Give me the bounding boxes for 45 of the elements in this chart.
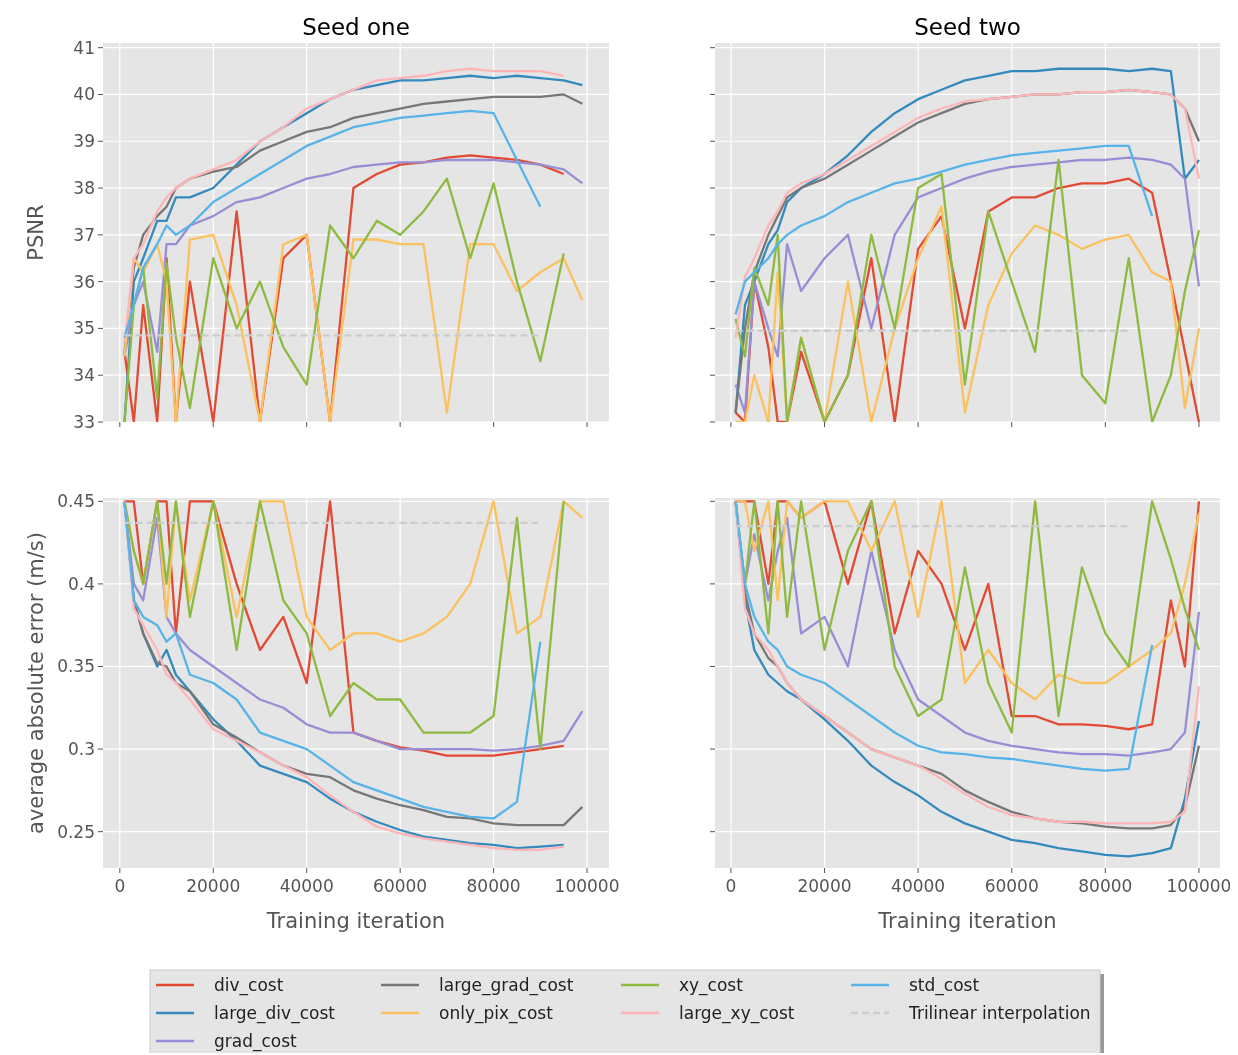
x-axis-title: Training iteration — [877, 909, 1057, 933]
legend-label: large_xy_cost — [679, 1003, 795, 1024]
y-tick-label: 35 — [73, 318, 95, 339]
line-series — [123, 233, 584, 422]
y-axis-title: average absolute error (m/s) — [24, 532, 48, 834]
y-tick-label: 34 — [73, 365, 95, 386]
y-tick-label: 41 — [73, 37, 95, 58]
x-tick-label: 20000 — [186, 876, 241, 896]
line-series — [123, 109, 542, 339]
x-tick-label: 80000 — [1078, 876, 1133, 896]
legend-label: Trilinear interpolation — [908, 1003, 1091, 1023]
x-tick-label: 100000 — [554, 876, 620, 896]
y-tick-label: 0.4 — [67, 573, 95, 594]
y-tick-label: 40 — [73, 84, 95, 105]
y-tick-label: 37 — [73, 224, 95, 245]
line-series — [123, 67, 565, 344]
y-axis-title: PSNR — [24, 204, 48, 261]
line-series — [123, 93, 584, 353]
x-tick-label: 20000 — [797, 876, 852, 896]
x-tick-label: 0 — [725, 876, 737, 896]
legend-label: large_grad_cost — [439, 975, 574, 996]
y-tick-label: 39 — [73, 131, 95, 152]
x-tick-label: 0 — [114, 876, 126, 896]
legend-label: xy_cost — [679, 975, 744, 996]
legend-label: only_pix_cost — [439, 1003, 554, 1024]
x-tick-label: 60000 — [373, 876, 428, 896]
y-tick-label: 38 — [73, 178, 95, 199]
y-tick-label: 0.3 — [67, 739, 95, 760]
x-tick-label: 40000 — [279, 876, 334, 896]
x-axis-title: Training iteration — [265, 909, 446, 933]
legend-label: std_cost — [909, 975, 980, 996]
y-tick-label: 0.35 — [57, 656, 95, 677]
y-tick-label: 36 — [73, 271, 95, 292]
x-tick-label: 100000 — [1166, 876, 1232, 896]
x-tick-label: 60000 — [984, 876, 1039, 896]
chart-title: Seed two — [914, 14, 1021, 40]
x-tick-label: 80000 — [466, 876, 521, 896]
chart-title: Seed one — [302, 14, 410, 40]
legend-label: grad_cost — [214, 1031, 298, 1052]
y-tick-label: 0.45 — [57, 491, 95, 512]
x-tick-label: 40000 — [891, 876, 946, 896]
legend-label: large_div_cost — [214, 1003, 336, 1024]
y-tick-label: 0.25 — [57, 821, 95, 842]
legend-label: div_cost — [214, 975, 284, 996]
y-tick-label: 33 — [73, 412, 95, 432]
